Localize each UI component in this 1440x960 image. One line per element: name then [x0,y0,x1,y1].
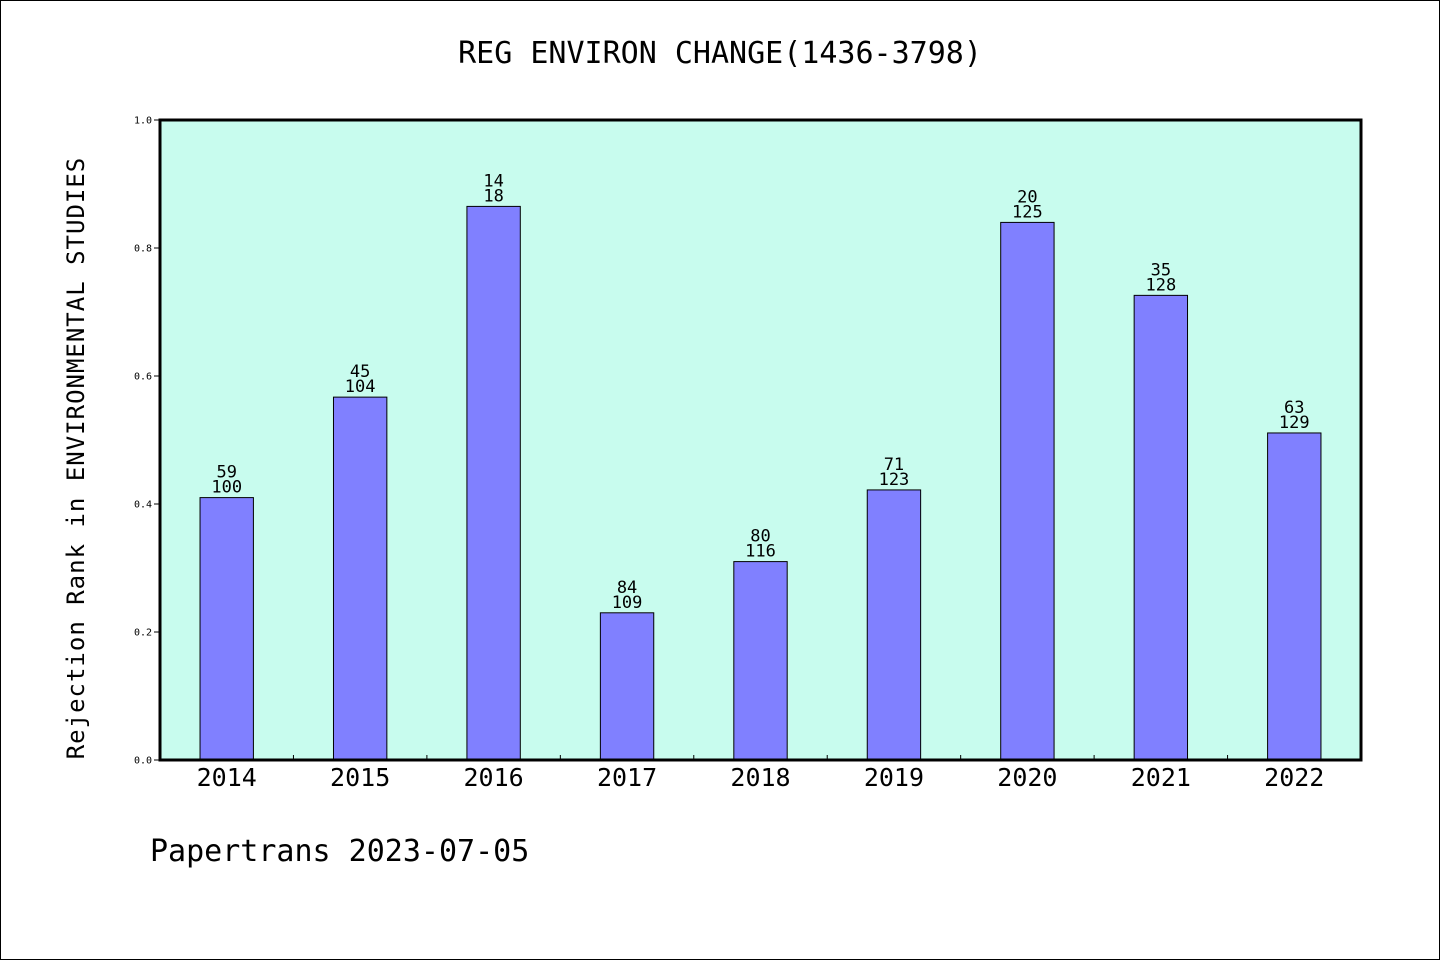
y-tick-label: 0.8 [134,244,152,255]
y-tick-label: 1.0 [134,116,152,127]
bar-label-total: 104 [345,377,376,397]
bar-label-rank: 20 [1017,187,1037,207]
x-tick-label: 2017 [597,763,657,792]
bar-label-total: 129 [1279,413,1310,433]
bar-label-rank: 84 [617,578,637,598]
bar [599,612,655,761]
bar [1267,432,1322,761]
bar-label-total: 125 [1012,202,1043,222]
bar-label-rank: 63 [1284,398,1304,418]
y-ticks-layer: 0.0 0.2 0.4 0.6 0.8 1.0 [134,116,160,767]
x-ticks-layer: 2014 2015 2016 2017 2018 2019 2020 2021 2022 [197,755,1324,792]
bar [1000,221,1055,761]
bar-label-total: 18 [483,186,503,206]
bar [332,396,388,761]
footer-note: Papertrans 2023-07-05 [150,834,530,869]
x-tick-label: 2019 [864,763,924,792]
x-tick-label: 2016 [464,763,524,792]
bar [1133,294,1189,761]
bar-label-total: 109 [612,593,643,613]
bar [466,205,521,761]
bar-label-rank: 59 [216,463,236,483]
bar-label-rank: 80 [750,527,770,547]
x-tick-label: 2015 [330,763,390,792]
x-tick-label: 2022 [1264,763,1324,792]
bar-label-rank: 14 [483,171,503,191]
bar-label-total: 128 [1145,275,1176,295]
plot-border [158,118,1363,762]
bar-label-rank: 45 [350,362,370,382]
bar [733,561,788,761]
bar-label-total: 123 [879,470,910,490]
bar-label-total: 116 [745,542,776,562]
bar-label-total: 100 [211,478,242,498]
x-tick-label: 2014 [197,763,257,792]
y-tick-label: 0.0 [134,756,152,767]
x-tick-label: 2021 [1131,763,1191,792]
y-tick-label: 0.6 [134,372,152,383]
x-tick-label: 2020 [997,763,1057,792]
y-tick-label: 0.4 [134,500,152,511]
bar-label-rank: 35 [1151,260,1171,280]
chart-title: REG ENVIRON CHANGE(1436-3798) [458,36,982,71]
bar [866,489,922,761]
bar-label-rank: 71 [884,455,904,475]
x-tick-label: 2018 [730,763,790,792]
bar [199,497,254,761]
y-tick-label: 0.2 [134,628,152,639]
